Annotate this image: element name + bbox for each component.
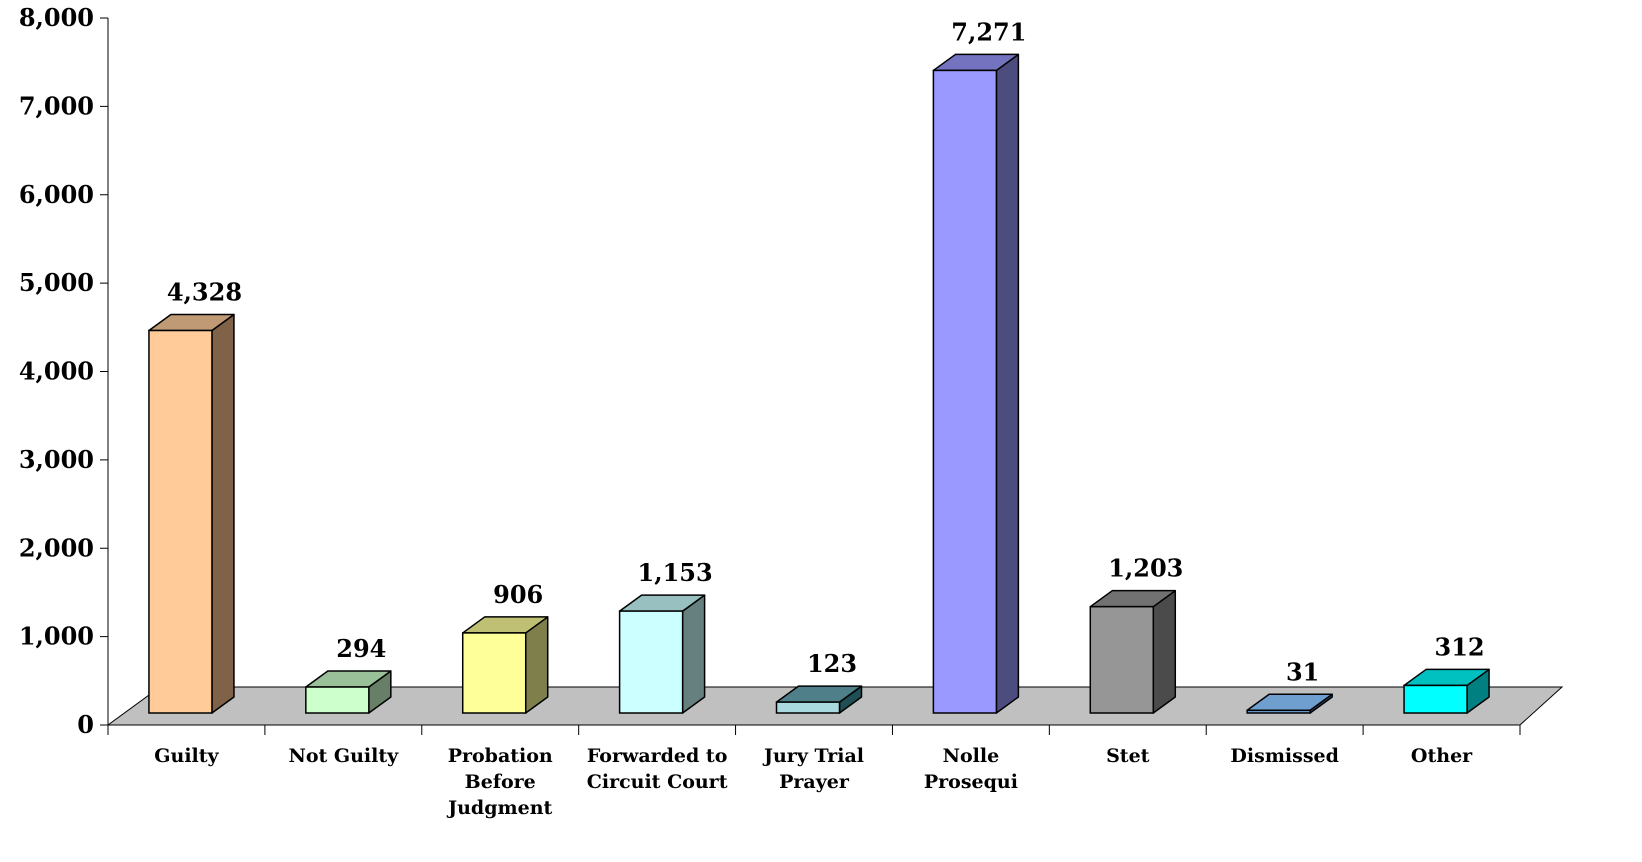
bar-front-face (775, 701, 841, 714)
category-label: Jury Trial (762, 745, 864, 767)
bar-side-face (1152, 589, 1177, 714)
category-label: Not Guilty (288, 745, 399, 767)
data-label: 7,271 (951, 17, 1026, 46)
bar-6 (1089, 589, 1177, 714)
labels-layer: 4,328 Guilty 294 Not Guilty 906 Probation Befo… (154, 17, 1484, 819)
bar-front-face (148, 329, 213, 714)
bar-front-face (1403, 684, 1468, 714)
category-label: Guilty (154, 745, 219, 767)
y-tick-label: 3,000 (19, 445, 94, 474)
category-label: Judgment (446, 797, 552, 819)
category-label: Before (465, 771, 536, 793)
category-label: Prayer (779, 771, 850, 793)
bar-front-face (618, 610, 684, 714)
category-label: Prosequi (924, 771, 1018, 793)
category-label: Nolle (943, 745, 1000, 767)
data-label: 1,203 (1108, 554, 1183, 583)
data-label: 312 (1435, 632, 1485, 661)
y-tick-label: 8,000 (19, 3, 94, 32)
data-label: 1,153 (638, 558, 713, 587)
axis-layer: 0 1,000 2,000 3,000 4,000 5,000 6,000 7,000 8,00… (19, 3, 1521, 739)
category-label: Circuit Court (587, 771, 728, 793)
y-tick-label: 5,000 (19, 268, 94, 297)
category-label: Other (1411, 745, 1473, 767)
bar-3 (618, 594, 706, 714)
category-label: Dismissed (1230, 745, 1338, 767)
bar-2 (461, 616, 549, 714)
category-label: Forwarded to (587, 745, 728, 767)
bar-side-face (211, 313, 235, 714)
category-label: Stet (1106, 745, 1150, 767)
data-label: 31 (1286, 657, 1319, 686)
bars-layer (148, 53, 1490, 714)
bar-8 (1403, 668, 1490, 714)
bar-0 (148, 313, 235, 714)
bar-front-face (1246, 709, 1311, 714)
y-tick-label: 2,000 (19, 533, 94, 562)
y-tick-label: 4,000 (19, 357, 94, 386)
data-label: 906 (493, 580, 543, 609)
bar-side-face (681, 594, 706, 714)
bar-front-face (305, 686, 370, 714)
bar-front-face (1089, 605, 1155, 714)
y-tick-label: 0 (77, 710, 94, 739)
bar-side-face (995, 53, 1020, 714)
y-tick-label: 1,000 (19, 622, 94, 651)
data-label: 294 (336, 634, 386, 663)
bar-7 (1246, 693, 1333, 714)
bar-5 (932, 53, 1020, 714)
category-label: Probation (448, 745, 553, 767)
data-label: 123 (807, 649, 857, 678)
bar-4 (775, 685, 863, 714)
y-tick-label: 6,000 (19, 180, 94, 209)
bar-1 (305, 670, 392, 714)
data-label: 4,328 (167, 278, 242, 307)
bar-front-face (932, 69, 998, 714)
bar-front-face (461, 632, 527, 714)
y-tick-label: 7,000 (19, 91, 94, 120)
